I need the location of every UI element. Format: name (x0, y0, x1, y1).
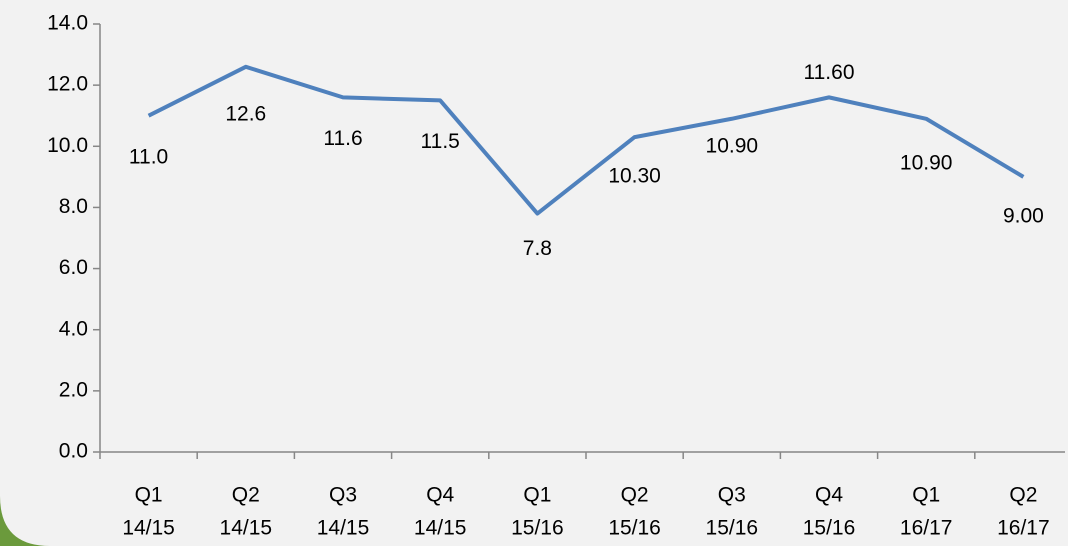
x-tick-label: 15/16 (511, 517, 564, 540)
data-label: 10.30 (608, 165, 661, 188)
x-tick-label: 16/17 (900, 517, 953, 540)
y-tick-label: 14.0 (47, 12, 88, 35)
x-tick-label: Q2 (621, 484, 649, 507)
x-tick-label: Q4 (815, 484, 843, 507)
x-tick-label: 15/16 (803, 517, 856, 540)
x-tick-label: Q2 (232, 484, 260, 507)
x-tick-label: 15/16 (706, 517, 759, 540)
data-label: 7.8 (523, 237, 552, 260)
data-label: 12.6 (225, 102, 266, 125)
x-tick-label: Q1 (912, 484, 940, 507)
y-tick-label: 4.0 (59, 317, 88, 340)
x-tick-label: 16/17 (997, 517, 1050, 540)
x-tick-label: 15/16 (608, 517, 661, 540)
x-tick-label: 14/15 (317, 517, 370, 540)
x-tick-label: 14/15 (414, 517, 467, 540)
y-tick-label: 6.0 (59, 256, 88, 279)
data-label: 11.60 (804, 61, 855, 84)
y-tick-label: 0.0 (59, 440, 88, 463)
x-tick-label: Q3 (718, 484, 746, 507)
line-series (147, 64, 1025, 216)
x-tick-label: 14/15 (220, 517, 273, 540)
y-tick-label: 10.0 (47, 134, 88, 157)
data-label: 10.90 (900, 151, 953, 174)
data-label: 11.5 (421, 130, 460, 153)
x-tick-label: 14/15 (122, 517, 175, 540)
x-tick-label: Q1 (523, 484, 551, 507)
data-label: 9.00 (1003, 204, 1044, 227)
data-label: 11.0 (129, 145, 168, 168)
x-tick-label: Q3 (329, 484, 357, 507)
y-tick-label: 2.0 (59, 378, 88, 401)
data-label: 10.90 (706, 134, 759, 157)
y-tick-label: 8.0 (59, 195, 88, 218)
data-label: 11.6 (323, 127, 362, 150)
x-tick-label: Q1 (135, 484, 163, 507)
y-tick-label: 12.0 (47, 73, 88, 96)
x-tick-label: Q4 (426, 484, 454, 507)
x-tick-label: Q2 (1009, 484, 1037, 507)
